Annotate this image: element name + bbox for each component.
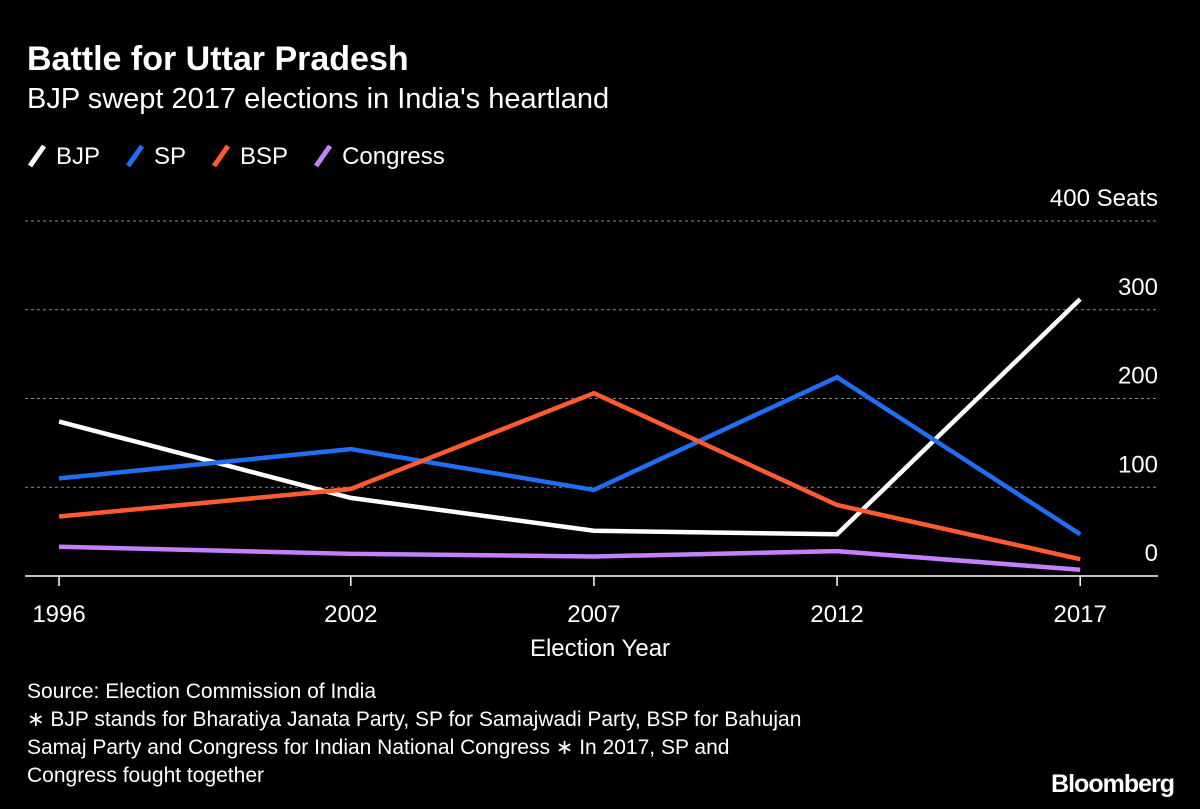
legend-swatch <box>314 144 333 168</box>
series-line <box>58 544 1081 573</box>
chart-subtitle: BJP swept 2017 elections in India's hear… <box>27 83 609 115</box>
legend-swatch <box>211 144 231 168</box>
x-tick-label: 2002 <box>324 601 377 628</box>
legend-swatch <box>27 144 47 168</box>
series-line <box>58 297 1082 537</box>
source: Source: Election Commission of India <box>27 680 376 703</box>
y-tick-label: 100 <box>1118 451 1158 478</box>
x-tick-label: 2012 <box>810 601 863 628</box>
x-tick-label: 2007 <box>567 601 620 628</box>
note: Congress fought together <box>27 764 264 787</box>
legend-swatch <box>125 144 145 168</box>
chart-title: Battle for Uttar Pradesh <box>27 40 409 78</box>
y-tick-label: 0 <box>1145 540 1158 567</box>
x-tick-label: 2017 <box>1054 601 1107 628</box>
y-tick-label: 200 <box>1118 363 1158 390</box>
series-line <box>58 390 1081 562</box>
y-tick-label: 400 Seats <box>1050 185 1158 212</box>
legend-label: Congress <box>342 143 445 170</box>
note: Samaj Party and Congress for Indian Nati… <box>27 736 729 759</box>
legend-label: SP <box>154 143 186 170</box>
legend-label: BJP <box>56 143 100 170</box>
x-axis-label: Election Year <box>530 635 670 662</box>
note: ∗ BJP stands for Bharatiya Janata Party,… <box>27 708 801 731</box>
x-tick-label: 1996 <box>32 601 85 628</box>
series-line <box>58 374 1082 537</box>
y-tick-label: 300 <box>1118 274 1158 301</box>
legend-label: BSP <box>240 143 288 170</box>
legend: BJP SP BSP Congress <box>27 143 445 170</box>
notes: ∗ BJP stands for Bharatiya Janata Party,… <box>27 708 801 787</box>
brand: Bloomberg <box>1051 770 1174 798</box>
